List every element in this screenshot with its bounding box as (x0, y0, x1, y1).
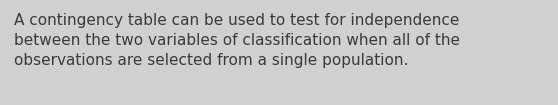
Text: A contingency table can be used to test for independence
between the two variabl: A contingency table can be used to test … (14, 13, 460, 68)
